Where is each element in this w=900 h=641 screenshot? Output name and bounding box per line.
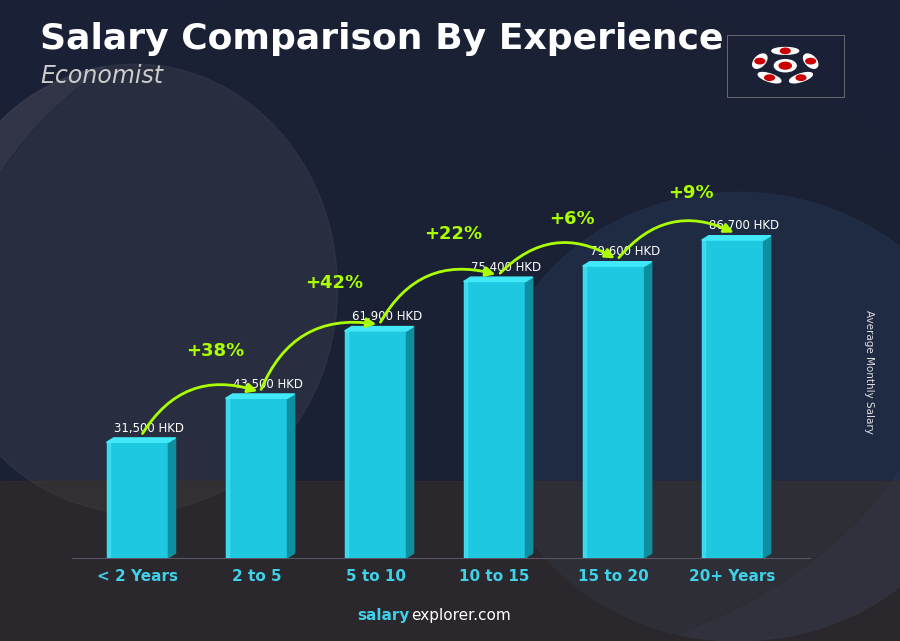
Text: +22%: +22% (424, 225, 482, 243)
Ellipse shape (752, 54, 767, 68)
Text: salary: salary (357, 608, 410, 623)
Text: Salary Comparison By Experience: Salary Comparison By Experience (40, 22, 724, 56)
Polygon shape (702, 236, 770, 240)
Circle shape (755, 58, 765, 64)
Polygon shape (407, 326, 414, 558)
Ellipse shape (0, 64, 338, 513)
Text: 75,400 HKD: 75,400 HKD (472, 261, 542, 274)
Circle shape (796, 75, 806, 80)
Polygon shape (106, 438, 176, 442)
FancyBboxPatch shape (0, 481, 900, 641)
Polygon shape (582, 262, 652, 266)
Ellipse shape (772, 47, 798, 54)
Polygon shape (644, 262, 652, 558)
Polygon shape (287, 394, 294, 558)
Polygon shape (345, 331, 348, 558)
Polygon shape (526, 277, 533, 558)
Ellipse shape (789, 72, 813, 83)
FancyBboxPatch shape (345, 331, 407, 558)
Text: 86,700 HKD: 86,700 HKD (709, 219, 779, 233)
FancyBboxPatch shape (582, 266, 644, 558)
Text: +6%: +6% (549, 210, 595, 228)
FancyBboxPatch shape (106, 442, 168, 558)
Circle shape (765, 75, 774, 80)
Polygon shape (464, 281, 467, 558)
Polygon shape (582, 266, 586, 558)
Polygon shape (702, 240, 706, 558)
Polygon shape (763, 236, 770, 558)
Circle shape (780, 48, 790, 54)
Text: Average Monthly Salary: Average Monthly Salary (863, 310, 874, 434)
FancyBboxPatch shape (464, 281, 526, 558)
Text: Economist: Economist (40, 64, 164, 88)
Circle shape (779, 62, 791, 69)
Text: 31,500 HKD: 31,500 HKD (114, 422, 184, 435)
FancyBboxPatch shape (226, 398, 287, 558)
Text: +42%: +42% (305, 274, 363, 292)
Text: +38%: +38% (185, 342, 244, 360)
Text: +9%: +9% (668, 183, 714, 202)
Ellipse shape (804, 54, 818, 68)
Circle shape (806, 58, 815, 64)
Polygon shape (345, 326, 414, 331)
FancyBboxPatch shape (702, 240, 763, 558)
Text: 79,600 HKD: 79,600 HKD (590, 246, 661, 258)
Text: 43,500 HKD: 43,500 HKD (233, 378, 303, 390)
Polygon shape (464, 277, 533, 281)
Polygon shape (106, 442, 110, 558)
Polygon shape (226, 394, 294, 398)
Polygon shape (226, 398, 230, 558)
Circle shape (774, 60, 796, 72)
Ellipse shape (491, 192, 900, 641)
Text: explorer.com: explorer.com (411, 608, 511, 623)
Polygon shape (168, 438, 176, 558)
Text: 61,900 HKD: 61,900 HKD (352, 310, 423, 323)
Ellipse shape (758, 72, 781, 83)
